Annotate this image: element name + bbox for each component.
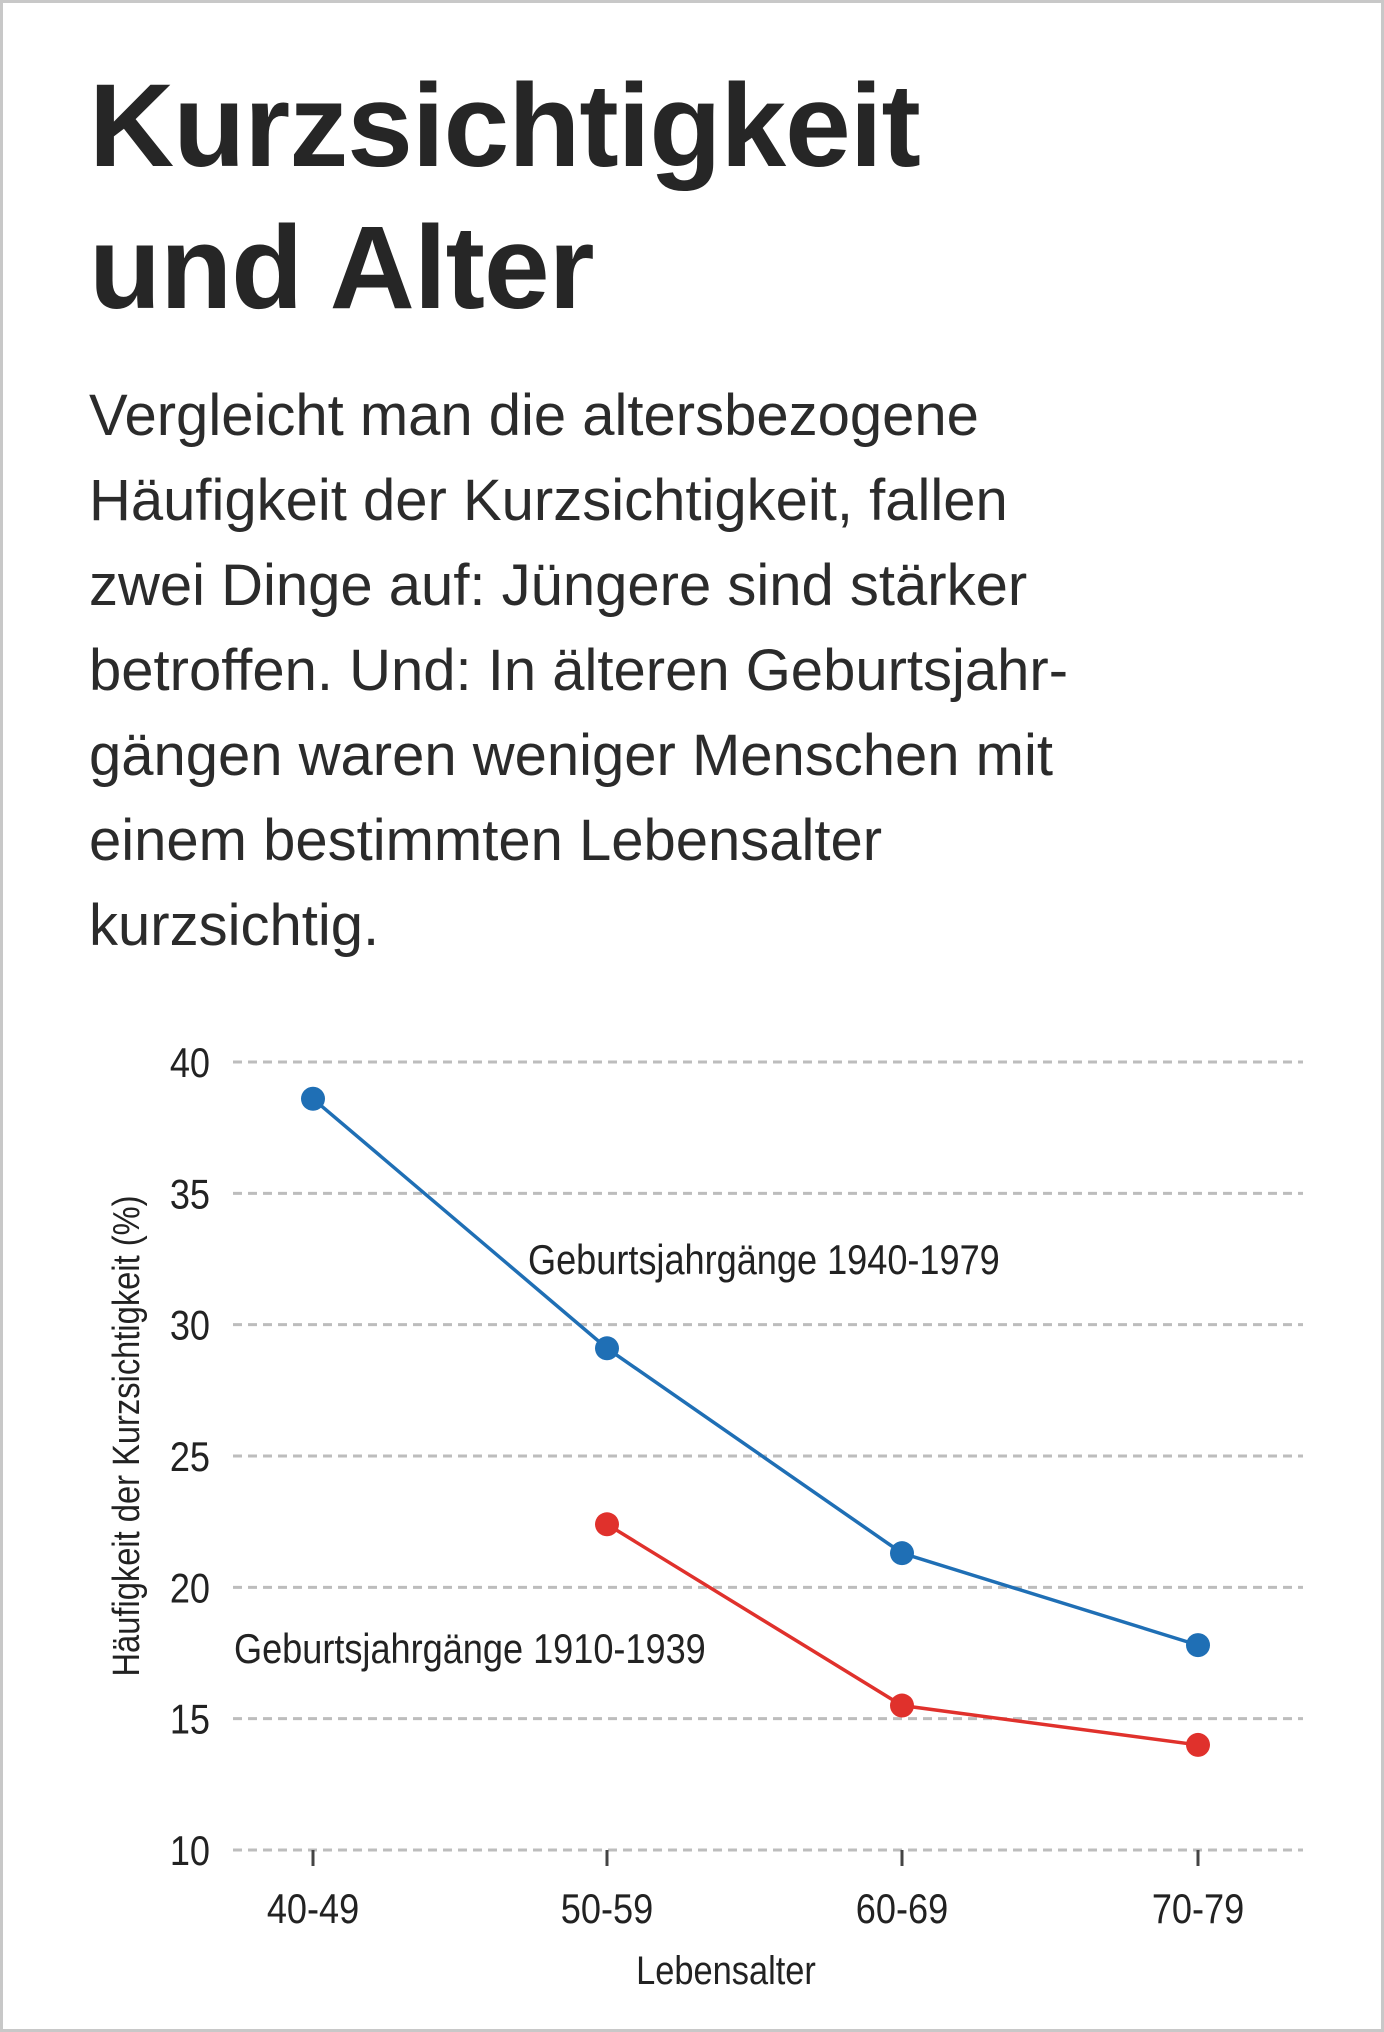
data-point xyxy=(1186,1633,1210,1658)
axis-layer: 10 15 20 25 30 35 40 40-49 50-59 60-69 70-79 xyxy=(170,1041,1244,1933)
data-point xyxy=(595,1336,619,1361)
data-point xyxy=(890,1541,914,1566)
title-line-1: Kurzsichtigkeit xyxy=(89,60,921,192)
data-point xyxy=(1186,1732,1210,1757)
y-tick-label: 20 xyxy=(170,1566,210,1612)
title-line-2: und Alter xyxy=(89,202,594,334)
series-label-1940-1979: Geburtsjahrgänge 1940-1979 xyxy=(528,1238,1000,1284)
description-text: Vergleicht man die altersbezogene Häufig… xyxy=(89,373,1359,968)
data-point xyxy=(890,1693,914,1718)
description-line: kurzsichtig. xyxy=(89,893,380,958)
y-tick-label: 35 xyxy=(170,1172,210,1218)
y-tick-label: 15 xyxy=(170,1697,210,1743)
page-title: Kurzsichtigkeit und Alter xyxy=(89,55,921,339)
grid-layer xyxy=(233,1060,1303,1852)
y-axis-title: Häufigkeit der Kurzsichtigkeit (%) xyxy=(105,1195,148,1676)
description-line: Vergleicht man die altersbezogene xyxy=(89,383,979,448)
line-chart: 10 15 20 25 30 35 40 40-49 50-59 60-69 70-79 Leben… xyxy=(105,1041,1303,1993)
x-tick-label: 40-49 xyxy=(267,1887,359,1933)
description-line: gängen waren weniger Menschen mit xyxy=(89,723,1053,788)
description-line: zwei Dinge auf: Jüngere sind stärker xyxy=(89,553,1028,618)
y-tick-label: 40 xyxy=(170,1041,210,1087)
x-tick-label: 70-79 xyxy=(1152,1887,1244,1933)
x-tick-label: 60-69 xyxy=(856,1887,948,1933)
x-tick-label: 50-59 xyxy=(561,1887,653,1933)
description-line: betroffen. Und: In älteren Geburtsjahr- xyxy=(89,638,1069,703)
description-line: einem bestimmten Lebensalter xyxy=(89,808,883,873)
data-point xyxy=(301,1086,325,1111)
y-tick-label: 10 xyxy=(170,1829,210,1875)
series-label-1910-1939: Geburtsjahrgänge 1910-1939 xyxy=(234,1627,706,1673)
x-axis-title: Lebensalter xyxy=(636,1948,816,1993)
description-line: Häufigkeit der Kurzsichtigkeit, fallen xyxy=(89,468,1008,533)
series-line-0 xyxy=(311,1097,1199,1647)
data-point xyxy=(595,1512,619,1537)
series-layer xyxy=(301,1086,1210,1757)
y-tick-label: 30 xyxy=(170,1303,210,1349)
y-tick-label: 25 xyxy=(170,1435,210,1481)
